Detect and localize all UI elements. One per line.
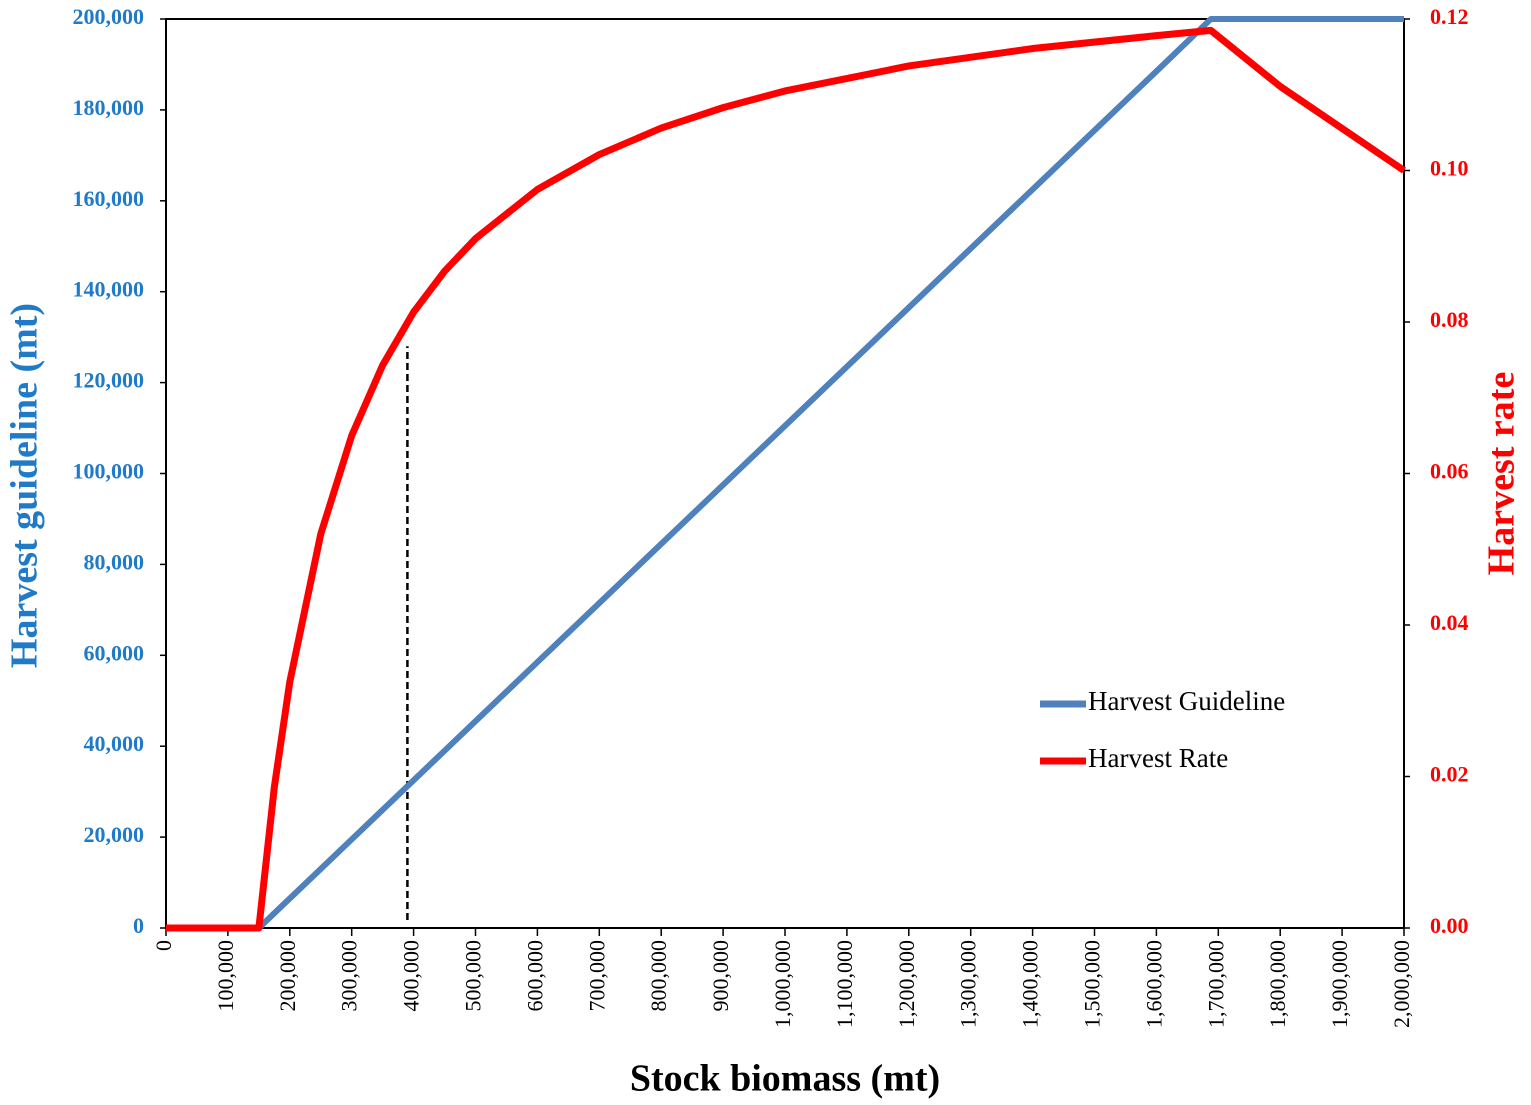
x-tick-label: 1,100,000 — [832, 940, 857, 1028]
y-tick-label: 40,000 — [84, 731, 145, 756]
x-tick-label: 700,000 — [584, 940, 609, 1012]
y-tick-label: 180,000 — [73, 95, 145, 120]
x-tick-label: 300,000 — [337, 940, 362, 1012]
x-tick-label: 400,000 — [399, 940, 424, 1012]
x-tick-label: 100,000 — [213, 940, 238, 1012]
y-tick-label: 60,000 — [84, 640, 145, 665]
x-tick-label: 1,600,000 — [1141, 940, 1166, 1028]
x-tick-label: 500,000 — [461, 940, 486, 1012]
x-tick-label: 1,900,000 — [1327, 940, 1352, 1028]
x-tick-label: 900,000 — [708, 940, 733, 1012]
x-tick-label: 1,800,000 — [1265, 940, 1290, 1028]
y-tick-label: 160,000 — [73, 186, 145, 211]
y-axis-title: Harvest guideline (mt) — [4, 303, 46, 668]
x-tick-label: 1,700,000 — [1203, 940, 1228, 1028]
series-line — [166, 26, 1406, 932]
y2-tick-label: 0.12 — [1430, 4, 1469, 29]
legend-label: Harvest Guideline — [1088, 686, 1285, 716]
y-tick-label: 120,000 — [73, 368, 145, 393]
y2-tick-label: 0.00 — [1430, 913, 1469, 938]
x-tick-label: 600,000 — [522, 940, 547, 1012]
x-axis-title: Stock biomass (mt) — [630, 1058, 940, 1100]
x-tick-label: 0 — [151, 940, 176, 951]
x-tick-label: 1,300,000 — [956, 940, 981, 1028]
y2-tick-label: 0.04 — [1430, 610, 1469, 635]
series-line — [166, 16, 1404, 931]
y-tick-label: 0 — [133, 913, 144, 938]
x-tick-label: 2,000,000 — [1389, 940, 1414, 1028]
y-tick-label: 100,000 — [73, 459, 145, 484]
y-tick-label: 80,000 — [84, 549, 145, 574]
legend-label: Harvest Rate — [1088, 743, 1228, 773]
y2-axis-title: Harvest rate — [1481, 372, 1523, 576]
x-tick-label: 1,000,000 — [770, 940, 795, 1028]
y-tick-label: 140,000 — [73, 277, 145, 302]
y-tick-label: 20,000 — [84, 822, 145, 847]
y2-tick-label: 0.02 — [1430, 762, 1469, 787]
y2-tick-label: 0.06 — [1430, 459, 1469, 484]
x-tick-label: 800,000 — [646, 940, 671, 1012]
x-tick-label: 200,000 — [275, 940, 300, 1012]
y2-tick-label: 0.08 — [1430, 307, 1469, 332]
y2-tick-label: 0.10 — [1430, 156, 1469, 181]
x-tick-label: 1,200,000 — [894, 940, 919, 1028]
y-tick-label: 200,000 — [73, 4, 145, 29]
x-tick-label: 1,400,000 — [1018, 940, 1043, 1028]
x-tick-label: 1,500,000 — [1080, 940, 1105, 1028]
